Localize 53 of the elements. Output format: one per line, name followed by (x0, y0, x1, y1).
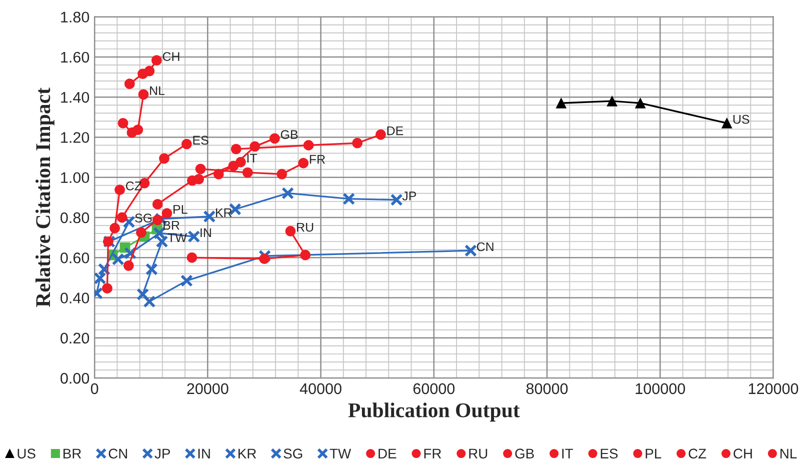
x-axis-title: Publication Output (348, 402, 520, 422)
legend-label: PL (646, 448, 662, 458)
y-tick-label: 0.40 (60, 292, 90, 304)
legend-label: KR (238, 448, 256, 458)
y-tick-label: 0.80 (60, 212, 90, 224)
annotation: TW (168, 233, 187, 242)
x-tick-label: 40000 (300, 383, 342, 394)
y-tick-label: 0.60 (60, 252, 90, 264)
y-axis-title: Relative Citation Impact (35, 88, 54, 307)
annotation: CH (162, 52, 180, 61)
legend-label: DE (378, 448, 396, 458)
legend-label: GB (515, 448, 534, 459)
x-tick-label: 120000 (748, 383, 798, 394)
legend-label: US (18, 448, 36, 459)
legend-label: CN (108, 448, 127, 459)
y-tick-label: 0.00 (60, 372, 90, 384)
annotation: ES (193, 136, 208, 145)
legend-label: BR (64, 448, 82, 458)
annotation: IT (247, 154, 258, 163)
legend-label: CZ (688, 448, 706, 459)
x-tick-label: 20000 (187, 383, 228, 394)
annotation: IN (200, 228, 211, 238)
legend-label: CH (734, 448, 752, 459)
annotation: JP (402, 192, 416, 200)
legend-label: IT (562, 448, 574, 458)
annotation: FR (310, 154, 325, 164)
legend-label: IN (198, 448, 210, 458)
y-tick-label: 1.60 (61, 52, 90, 63)
legend-label: ES (600, 448, 618, 459)
x-tick-label: 0 (90, 383, 98, 394)
annotation: BR (164, 220, 180, 230)
y-tick-label: 1.20 (61, 132, 90, 143)
annotation: SG (135, 214, 152, 222)
y-tick-label: 1.80 (61, 12, 90, 23)
annotation: PL (174, 205, 188, 214)
x-tick-label: 100000 (636, 383, 686, 394)
x-tick-label: 60000 (413, 383, 455, 394)
y-tick-label: 0.20 (60, 332, 90, 344)
annotation: RU (297, 222, 314, 232)
legend-label: NL (780, 448, 797, 458)
annotation: DE (387, 126, 404, 136)
legend-label: RU (469, 448, 488, 459)
annotation: CN (476, 242, 494, 252)
legend-label: JP (154, 448, 170, 459)
annotation: US (733, 114, 750, 124)
legend-label: TW (330, 448, 352, 458)
x-tick-label: 80000 (526, 383, 568, 394)
y-tick-label: 1.40 (61, 92, 90, 103)
annotation: GB (280, 130, 298, 140)
legend-label: SG (284, 448, 302, 459)
legend-label: FR (424, 448, 442, 458)
annotation: NL (150, 86, 165, 95)
y-tick-label: 1.00 (61, 172, 90, 184)
